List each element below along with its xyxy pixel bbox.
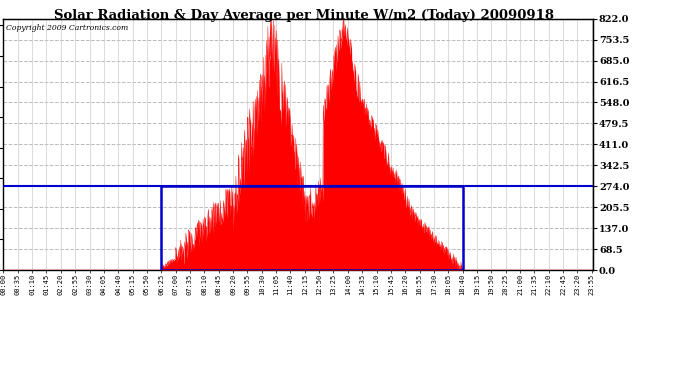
Bar (161, 186, 462, 270)
Text: Copyright 2009 Cartronics.com: Copyright 2009 Cartronics.com (6, 24, 128, 32)
Text: Solar Radiation & Day Average per Minute W/m2 (Today) 20090918: Solar Radiation & Day Average per Minute… (54, 9, 553, 22)
